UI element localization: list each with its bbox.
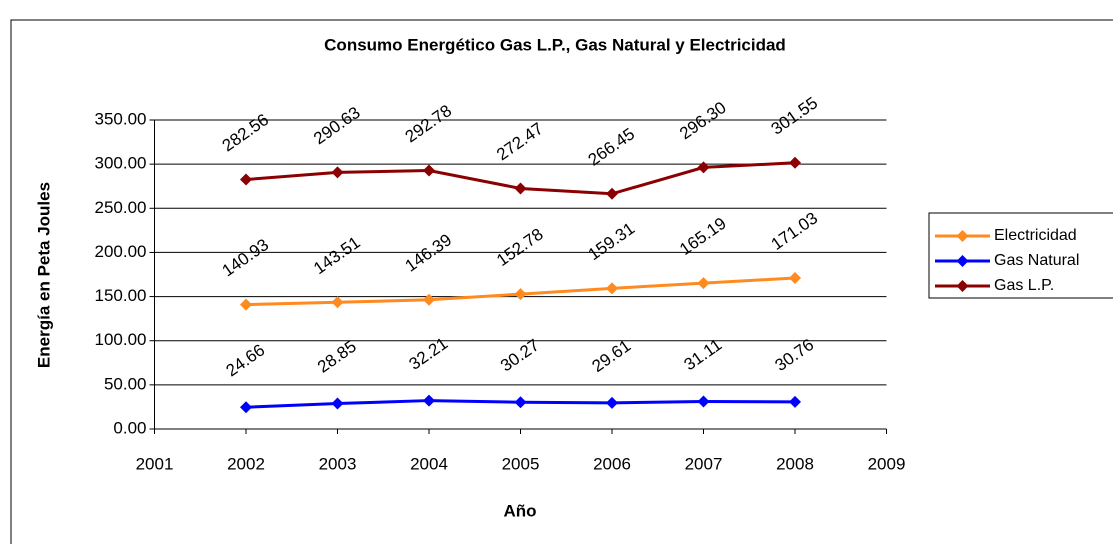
x-tick-label: 2003 [319,454,357,473]
marker [240,173,252,186]
x-tick-label: 2002 [227,454,265,473]
marker [789,272,801,285]
y-tick-label: 250.00 [95,198,147,217]
marker [331,296,344,309]
y-tick-label: 300.00 [95,154,147,173]
legend-marker [956,255,969,267]
marker [240,298,252,311]
x-axis-title: Año [503,501,536,520]
marker [423,293,435,306]
marker [697,277,710,290]
x-tick-label: 2008 [776,454,814,473]
marker [606,396,618,409]
marker [423,394,435,407]
marker [697,395,710,408]
x-tick-label: 2009 [868,454,906,473]
legend-marker [956,280,969,292]
y-axis-title: Energía en Peta Joules [34,182,53,368]
x-tick-label: 2001 [136,454,174,473]
marker [514,288,527,301]
marker [789,395,801,408]
marker [331,397,344,410]
legend-text: Gas L.P. [994,277,1054,294]
marker [606,282,618,295]
legend-marker [956,230,969,242]
y-tick-label: 100.00 [95,330,147,349]
marker [514,182,527,195]
marker [240,401,252,414]
marker [423,164,435,177]
marker [514,396,527,409]
marker [606,187,618,200]
chart-title: Consumo Energético Gas L.P., Gas Natural… [324,35,786,54]
y-tick-label: 350.00 [95,109,147,128]
legend-text: Electricidad [994,227,1077,244]
y-tick-label: 200.00 [95,242,147,261]
x-tick-label: 2007 [685,454,723,473]
x-tick-label: 2005 [502,454,540,473]
x-tick-label: 2006 [593,454,631,473]
marker [331,166,344,179]
x-tick-label: 2004 [410,454,448,473]
marker [697,161,710,174]
y-tick-label: 50.00 [104,374,147,393]
marker [789,156,801,169]
y-tick-label: 0.00 [113,418,146,437]
legend-text: Gas Natural [994,252,1079,269]
y-tick-label: 150.00 [95,286,147,305]
